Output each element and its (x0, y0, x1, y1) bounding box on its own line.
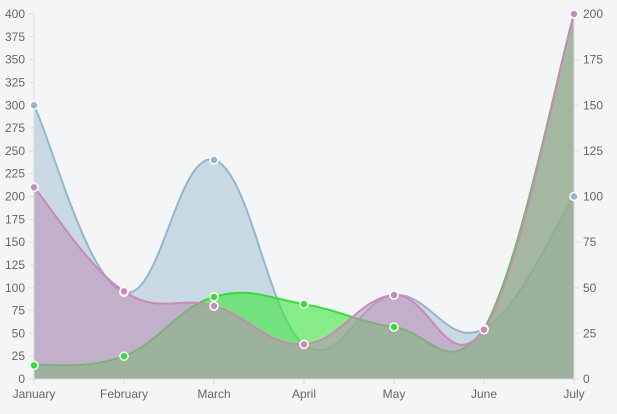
left-tick-label: 150 (5, 235, 25, 249)
tick-labels: 0255075100125150175200225250275300325350… (5, 7, 603, 401)
series-2-point-june (479, 324, 489, 335)
series-points (29, 9, 579, 371)
series-2-point-april (299, 339, 309, 350)
series-2-point-may (389, 290, 399, 300)
left-tick-label: 400 (5, 7, 25, 21)
left-tick-label: 325 (5, 75, 25, 89)
left-tick-label: 275 (5, 121, 25, 135)
right-tick-label: 25 (583, 326, 597, 340)
left-tick-label: 175 (5, 212, 25, 226)
left-tick-label: 350 (5, 53, 25, 67)
series-2-point-february (119, 286, 129, 297)
series-1-point-february (119, 351, 129, 361)
x-tick-label-february: February (100, 387, 148, 401)
right-tick-label: 100 (583, 190, 603, 204)
left-tick-label: 250 (5, 144, 25, 158)
x-tick-label-june: June (471, 387, 497, 401)
left-tick-label: 100 (5, 281, 25, 295)
left-tick-label: 125 (5, 258, 25, 272)
series-1-point-january (29, 360, 39, 371)
series-0-point-july (569, 191, 579, 202)
series-2-point-july (569, 9, 579, 19)
right-tick-label: 175 (583, 53, 603, 67)
x-tick-label-may: May (383, 387, 406, 401)
x-tick-label-april: April (292, 387, 316, 401)
series-1-point-april (299, 299, 309, 309)
right-tick-label: 150 (583, 98, 603, 112)
left-tick-label: 25 (12, 349, 26, 363)
series-0-point-march (209, 155, 219, 165)
right-tick-label: 75 (583, 235, 597, 249)
series-areas (33, 13, 575, 379)
series-2-area (34, 14, 574, 379)
series-1-point-march (209, 292, 219, 302)
left-tick-label: 0 (18, 372, 25, 386)
left-tick-label: 200 (5, 190, 25, 204)
series-2-point-january (29, 182, 39, 193)
x-tick-label-march: March (197, 387, 230, 401)
series-0-point-january (29, 100, 39, 110)
left-tick-label: 375 (5, 30, 25, 44)
right-tick-label: 125 (583, 144, 603, 158)
series-1-point-may (389, 322, 399, 332)
left-tick-label: 300 (5, 98, 25, 112)
x-tick-label-july: July (563, 387, 584, 401)
right-tick-label: 0 (583, 372, 590, 386)
left-tick-label: 75 (12, 304, 26, 318)
left-tick-label: 50 (12, 326, 26, 340)
x-tick-label-january: January (13, 387, 56, 401)
series-2-point-march (209, 301, 219, 311)
left-tick-label: 225 (5, 167, 25, 181)
right-tick-label: 50 (583, 281, 597, 295)
right-tick-label: 200 (583, 7, 603, 21)
